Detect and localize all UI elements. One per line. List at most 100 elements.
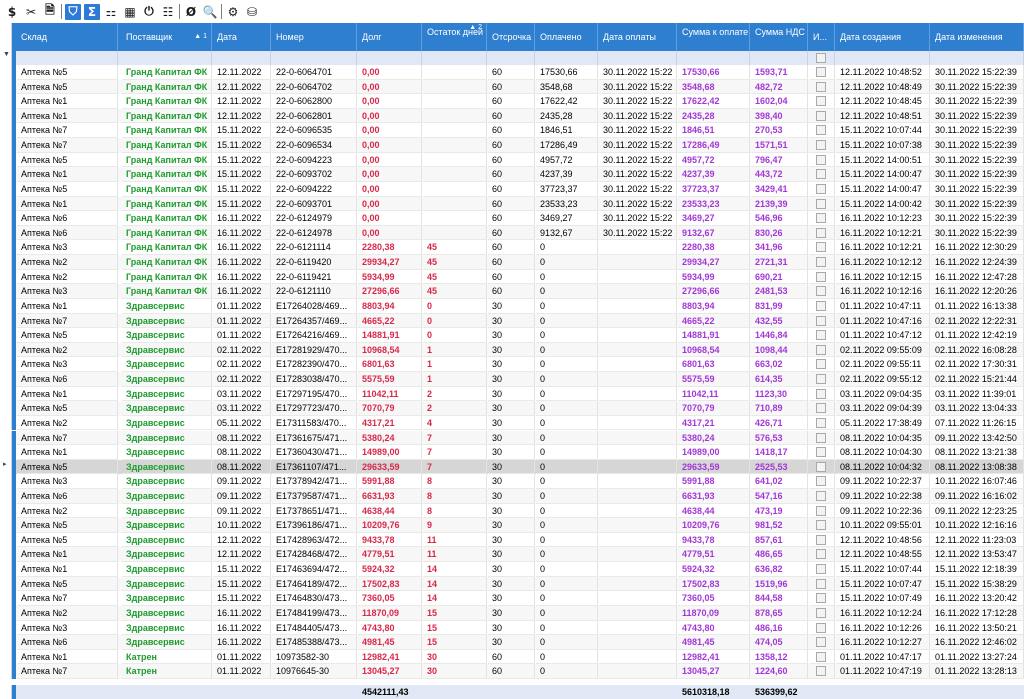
- row-checkbox[interactable]: [816, 534, 826, 545]
- cell-flag[interactable]: [809, 664, 835, 680]
- row-indicator[interactable]: [0, 605, 12, 621]
- row-checkbox[interactable]: [816, 330, 826, 341]
- cell-flag[interactable]: [809, 605, 835, 621]
- column-header-number[interactable]: Номер: [272, 23, 357, 51]
- table-row[interactable]: Аптека №7 Здравсервис 15.11.2022 E17464830/…: [0, 591, 1024, 606]
- cell-flag[interactable]: [809, 386, 835, 402]
- row-checkbox[interactable]: [816, 140, 826, 151]
- filter-cell-delay[interactable]: [488, 51, 535, 65]
- cell-flag[interactable]: [809, 196, 835, 212]
- table-row[interactable]: Аптека №7 Здравсервис 01.11.2022 E17264357/…: [0, 313, 1024, 329]
- row-checkbox[interactable]: [816, 96, 826, 107]
- table-row[interactable]: Аптека №6 Здравсервис 02.11.2022 E17283038/…: [0, 372, 1024, 387]
- cell-flag[interactable]: [809, 138, 835, 153]
- table-row[interactable]: Аптека №5 Здравсервис 01.11.2022 E17264216/…: [0, 328, 1024, 343]
- table-icon[interactable]: ☷: [162, 4, 174, 19]
- row-indicator[interactable]: [0, 445, 12, 460]
- column-header-modified[interactable]: Дата изменения: [931, 23, 1024, 51]
- row-indicator[interactable]: [0, 649, 12, 665]
- dollar-icon[interactable]: $: [7, 4, 17, 19]
- table-row[interactable]: Аптека №3 Здравсервис 09.11.2022 E17378942/…: [0, 474, 1024, 489]
- cell-flag[interactable]: [809, 474, 835, 489]
- filter-row[interactable]: ▼: [0, 51, 1024, 65]
- row-indicator[interactable]: [0, 328, 12, 343]
- column-header-days[interactable]: Остаток дней ▲ 2: [423, 23, 487, 51]
- column-header-paid[interactable]: Оплачено: [536, 23, 598, 51]
- row-indicator[interactable]: [0, 591, 12, 606]
- row-checkbox[interactable]: [816, 607, 826, 618]
- filter-icon[interactable]: ⛉: [65, 3, 81, 20]
- row-indicator[interactable]: [0, 357, 12, 372]
- column-header-debt[interactable]: Долг: [358, 23, 422, 51]
- row-indicator[interactable]: [0, 181, 12, 197]
- row-checkbox[interactable]: [816, 549, 826, 560]
- row-checkbox[interactable]: [816, 257, 826, 268]
- cell-flag[interactable]: [809, 342, 835, 358]
- row-indicator[interactable]: [0, 152, 12, 168]
- column-header-vat[interactable]: Сумма НДС: [751, 23, 808, 51]
- row-indicator[interactable]: [0, 459, 12, 475]
- row-checkbox[interactable]: [816, 213, 826, 224]
- row-checkbox[interactable]: [816, 388, 826, 399]
- row-checkbox[interactable]: [816, 300, 826, 311]
- cell-flag[interactable]: [809, 503, 835, 519]
- cell-flag[interactable]: [809, 269, 835, 285]
- row-checkbox[interactable]: [816, 286, 826, 297]
- table-row[interactable]: Аптека №1 Гранд Капитал ФК 12.11.2022 22-0-…: [0, 108, 1024, 124]
- table-row[interactable]: Аптека №2 Гранд Капитал ФК 16.11.2022 22-0-…: [0, 255, 1024, 270]
- table-row[interactable]: Аптека №6 Здравсервис 09.11.2022 E17379587/…: [0, 488, 1024, 504]
- cell-flag[interactable]: [809, 152, 835, 168]
- database-icon[interactable]: ⛁: [246, 4, 258, 19]
- row-checkbox[interactable]: [816, 198, 826, 209]
- footer-row[interactable]: 4542111,43 5610318,18 536399,62: [0, 685, 1024, 699]
- column-header-supplier[interactable]: Поставщик ▲ 1: [122, 23, 212, 51]
- table-row[interactable]: Аптека №6 Здравсервис 16.11.2022 E17485388/…: [0, 635, 1024, 650]
- document-icon[interactable]: 🗎: [45, 3, 55, 17]
- cell-flag[interactable]: [809, 576, 835, 592]
- filter-cell-paid[interactable]: [536, 51, 598, 65]
- table-row[interactable]: Аптека №5 Здравсервис 12.11.2022 E17428963/…: [0, 532, 1024, 548]
- table-row[interactable]: Аптека №3 Здравсервис 02.11.2022 E17282390/…: [0, 357, 1024, 372]
- row-checkbox[interactable]: [816, 403, 826, 414]
- row-indicator[interactable]: [0, 664, 12, 680]
- table-row[interactable]: Аптека №1 Здравсервис 15.11.2022 E17463694/…: [0, 562, 1024, 577]
- table-row[interactable]: Аптека №2 Здравсервис 16.11.2022 E17484199/…: [0, 605, 1024, 621]
- filter-cell-supplier[interactable]: [122, 51, 212, 65]
- row-indicator[interactable]: [0, 518, 12, 533]
- table-row[interactable]: Аптека №2 Здравсервис 05.11.2022 E17311583/…: [0, 415, 1024, 431]
- row-indicator[interactable]: [0, 138, 12, 153]
- row-checkbox[interactable]: [816, 81, 826, 92]
- row-checkbox[interactable]: [816, 271, 826, 282]
- row-checkbox[interactable]: [816, 227, 826, 238]
- row-indicator[interactable]: [0, 372, 12, 387]
- row-indicator[interactable]: [0, 685, 12, 699]
- table-row[interactable]: Аптека №2 Здравсервис 02.11.2022 E17281929/…: [0, 342, 1024, 358]
- row-checkbox[interactable]: [816, 110, 826, 121]
- row-checkbox[interactable]: [816, 564, 826, 575]
- row-checkbox[interactable]: [816, 593, 826, 604]
- row-checkbox[interactable]: [816, 125, 826, 136]
- row-checkbox[interactable]: [816, 374, 826, 385]
- table-row[interactable]: Аптека №5 Гранд Капитал ФК 12.11.2022 22-0-…: [0, 79, 1024, 95]
- filter-cell-debt[interactable]: [358, 51, 422, 65]
- cell-flag[interactable]: [809, 181, 835, 197]
- row-indicator[interactable]: [0, 284, 12, 299]
- cell-flag[interactable]: [809, 211, 835, 226]
- table-row[interactable]: Аптека №1 Здравсервис 01.11.2022 E17264028/…: [0, 298, 1024, 314]
- row-checkbox[interactable]: [816, 490, 826, 501]
- row-indicator[interactable]: [0, 79, 12, 95]
- cell-flag[interactable]: [809, 532, 835, 548]
- power-icon[interactable]: ⏻: [144, 4, 154, 18]
- row-indicator[interactable]: [0, 532, 12, 548]
- row-indicator[interactable]: [0, 298, 12, 314]
- row-checkbox[interactable]: [816, 622, 826, 633]
- table-row[interactable]: Аптека №3 Гранд Капитал ФК 16.11.2022 22-0-…: [0, 284, 1024, 299]
- table-row[interactable]: Аптека №2 Гранд Капитал ФК 16.11.2022 22-0-…: [0, 269, 1024, 285]
- cell-flag[interactable]: [809, 620, 835, 636]
- column-header-paydate[interactable]: Дата оплаты: [599, 23, 677, 51]
- table-row[interactable]: Аптека №5 Гранд Капитал ФК 12.11.2022 22-0-…: [0, 65, 1024, 80]
- filter-cell-topay[interactable]: [678, 51, 750, 65]
- cell-flag[interactable]: [809, 445, 835, 460]
- row-indicator[interactable]: [0, 123, 12, 139]
- row-indicator[interactable]: [0, 620, 12, 636]
